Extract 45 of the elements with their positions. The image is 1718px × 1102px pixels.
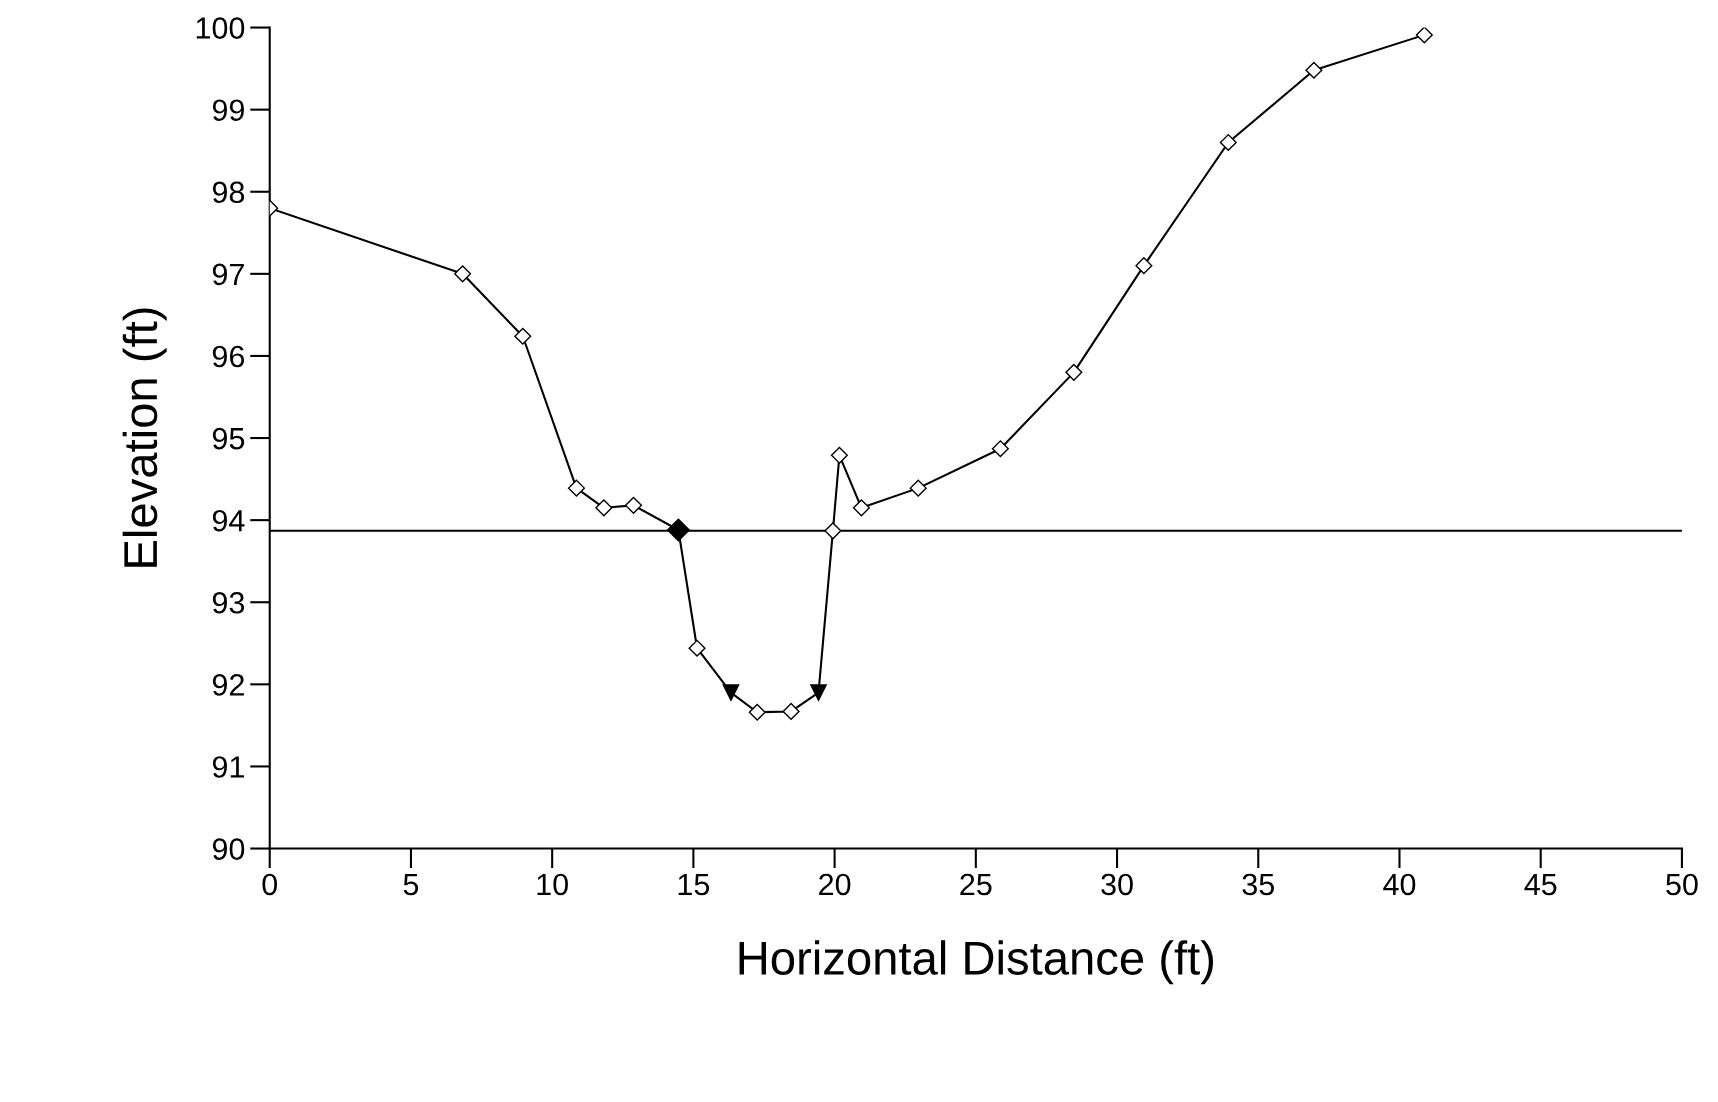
x-tick-label: 10	[537, 873, 568, 896]
x-tick-label: 50	[1666, 873, 1698, 896]
x-tick-label: 30	[1101, 873, 1133, 896]
point	[852, 499, 870, 517]
y-tick-label: 91	[212, 756, 244, 778]
y-tick-label: 92	[212, 674, 244, 696]
x-tick-label: 20	[819, 873, 851, 896]
point	[1305, 61, 1323, 79]
point	[782, 702, 800, 720]
y-tick-label: 95	[212, 427, 245, 450]
point	[991, 440, 1009, 458]
point	[514, 327, 532, 345]
point	[1065, 363, 1083, 381]
x-tick-label: 40	[1383, 873, 1416, 896]
point	[688, 639, 706, 657]
point	[722, 684, 740, 701]
x-tick-label: 15	[678, 873, 710, 896]
y-tick-label: 98	[212, 181, 245, 204]
point	[1135, 257, 1153, 275]
y-tick-label: 94	[212, 509, 245, 532]
point	[748, 703, 766, 721]
point	[909, 479, 927, 497]
point	[1219, 133, 1237, 152]
point	[595, 499, 613, 517]
point	[824, 522, 842, 540]
x-tick-label: 0	[262, 873, 278, 896]
x-tick-label: 25	[960, 873, 992, 896]
y-tick-label: 93	[212, 591, 245, 614]
x-tick-label: 45	[1524, 873, 1557, 896]
point	[810, 684, 827, 701]
y-tick-label: 90	[212, 838, 245, 860]
x-tick-label: 35	[1242, 873, 1274, 896]
y-tick-label: 96	[212, 345, 245, 368]
y-tick-label: 97	[212, 263, 244, 286]
point	[830, 446, 848, 464]
y-tick-label: 100	[196, 17, 245, 39]
y-tick-label: 99	[212, 99, 244, 122]
point	[1415, 27, 1433, 44]
x-axis-title: Horizontal Distance (ft)	[739, 940, 1214, 985]
point	[454, 265, 472, 283]
point	[624, 496, 643, 514]
y-axis-title: Elevation (ft)	[122, 308, 167, 567]
point	[567, 479, 586, 497]
point	[666, 518, 690, 542]
x-tick-label: 5	[403, 873, 419, 896]
